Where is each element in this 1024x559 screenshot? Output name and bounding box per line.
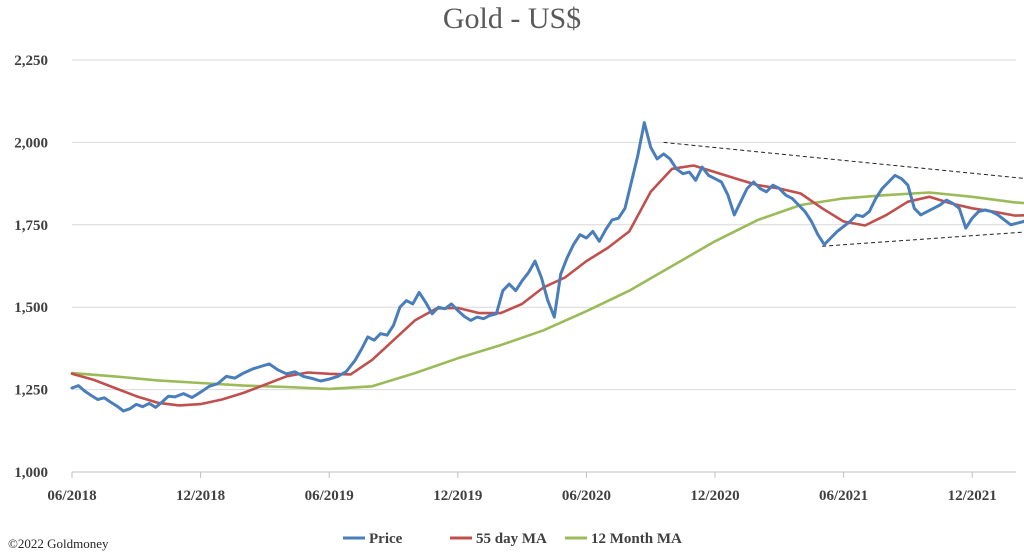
- x-tick-label: 06/2018: [47, 488, 96, 504]
- legend-label: 55 day MA: [476, 531, 547, 547]
- trendline: [822, 231, 1024, 247]
- x-tick-label: 12/2020: [690, 488, 739, 504]
- x-tick-label: 06/2020: [562, 488, 611, 504]
- x-tick-label: 06/2019: [305, 488, 354, 504]
- series-line-price: [70, 121, 1024, 413]
- trendline: [663, 141, 1024, 179]
- legend-label: 12 Month MA: [591, 531, 682, 547]
- series-line-55-day-ma: [70, 164, 1024, 407]
- gridlines: [72, 59, 1016, 391]
- series-lines: [70, 121, 1024, 413]
- chart-title: Gold - US$: [443, 2, 581, 35]
- x-tick-label: 12/2018: [176, 488, 225, 504]
- x-tick-label: 12/2019: [433, 488, 482, 504]
- trendlines: [663, 141, 1024, 247]
- x-tick-label: 06/2021: [819, 488, 868, 504]
- x-axis-ticks: 06/2018 12/2018 06/2019 12/2019 06/2020 12/20…: [47, 472, 997, 504]
- y-tick-label: 1,250: [14, 383, 48, 399]
- legend-label: Price: [369, 531, 403, 547]
- y-axis-ticks: 1,000 1,250 1,500 1,750 2,000 2,250: [14, 53, 48, 481]
- x-tick-label: 12/2021: [948, 488, 997, 504]
- series-line-12-month-ma: [70, 191, 1024, 391]
- y-tick-label: 2,000: [14, 135, 48, 151]
- legend: Price 55 day MA 12 Month MA: [343, 531, 682, 547]
- copyright-note: ©2022 Goldmoney: [8, 536, 109, 551]
- y-tick-label: 1,000: [14, 465, 48, 481]
- y-tick-label: 1,500: [14, 300, 48, 316]
- y-tick-label: 1,750: [14, 218, 48, 234]
- y-tick-label: 2,250: [14, 53, 48, 69]
